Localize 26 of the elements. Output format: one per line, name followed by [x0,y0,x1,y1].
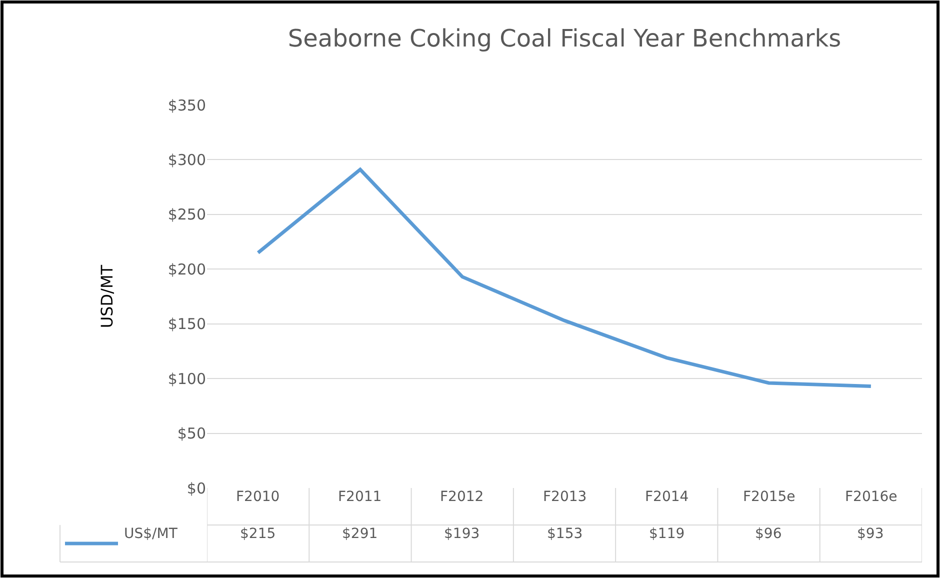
x-tick-label: F2013 [543,489,587,505]
y-tick-label: $150 [168,315,206,334]
data-label: $93 [857,526,884,542]
x-tick-label: F2010 [236,489,280,505]
data-label: $96 [755,526,782,542]
legend-label: US$/MT [124,526,178,542]
data-label: $215 [240,526,276,542]
y-tick-label: $50 [177,424,206,443]
y-tick-label: $100 [168,370,206,388]
line-series [256,168,873,388]
data-label: $193 [444,526,480,542]
data-label: $119 [649,526,685,542]
y-tick-label: $300 [168,150,206,169]
y-tick-label: $0 [186,479,206,498]
y-tick-label: $200 [168,260,206,278]
x-tick-label: F2016e [845,489,898,505]
y-tick-label: $350 [168,96,206,114]
y-tick-label: $250 [168,206,206,224]
chart-title: Seaborne Coking Coal Fiscal Year Benchmarks [288,24,842,52]
data-label: $153 [547,526,583,542]
x-tick-label: F2011 [338,489,382,505]
y-axis-title: USD/MT [98,264,117,328]
x-tick-label: F2014 [645,489,689,505]
data-label: $291 [342,526,378,542]
x-tick-label: F2012 [440,489,484,505]
x-tick-label: F2015e [743,489,796,505]
